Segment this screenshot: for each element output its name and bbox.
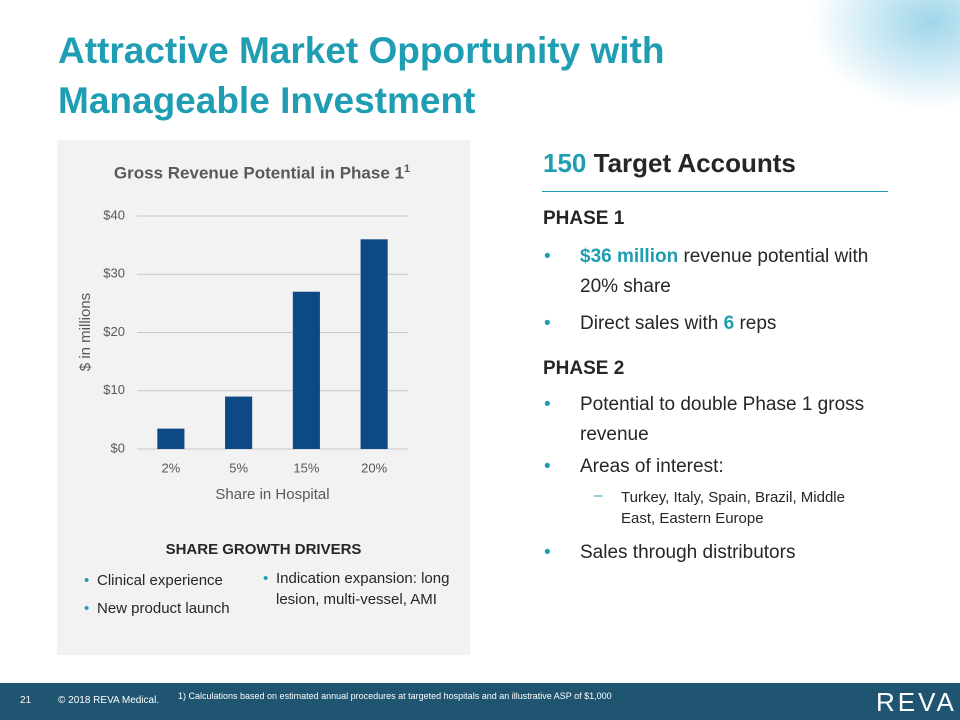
highlight: 6 (723, 313, 735, 334)
bullet-text: reps (734, 313, 777, 334)
bullet-text: revenue potential with 20% share (580, 246, 874, 297)
bullet: Direct sales with 6 reps (544, 309, 880, 339)
logo: REVA (876, 687, 957, 717)
y-axis-label: $ in millions (77, 293, 94, 371)
highlight: $36 million (580, 246, 679, 267)
phase-heading: PHASE 1 (543, 208, 625, 229)
x-tick-label: 5% (229, 460, 248, 475)
bullet: Potential to double Phase 1 gross revenu… (544, 390, 880, 450)
sub-bullet: Turkey, Italy, Spain, Brazil, Middle Eas… (621, 489, 845, 527)
bar (225, 396, 253, 449)
y-tick-label: $20 (103, 324, 125, 339)
x-axis-label: Share in Hospital (215, 486, 329, 503)
decoration (810, 0, 960, 110)
footnote: 1) Calculations based on estimated annua… (178, 691, 612, 701)
accounts-heading: 150 Target Accounts (543, 148, 796, 179)
footer: 21 © 2018 REVA Medical. 1) Calculations … (0, 683, 960, 720)
driver: Indication expansion: long lesion, multi… (263, 568, 466, 610)
chart-title-text: Gross Revenue Potential in Phase 1 (113, 163, 404, 183)
driver: Clinical experience (84, 570, 257, 591)
footnote-ref: 1 (403, 163, 411, 175)
driver: New product launch (84, 598, 257, 619)
x-tick-label: 20% (361, 460, 387, 475)
page-number: 21 (20, 695, 32, 706)
chart-title: Gross Revenue Potential in Phase 11 (112, 157, 412, 186)
y-tick-label: $30 (103, 266, 125, 281)
copyright: © 2018 REVA Medical. (58, 695, 160, 706)
x-tick-label: 2% (161, 460, 180, 475)
bullet: Areas of interest: (544, 452, 880, 482)
highlight: 150 (543, 148, 587, 178)
slide-title: Attractive Market Opportunity with Manag… (58, 30, 665, 121)
bar (157, 428, 185, 449)
bullet-text: Direct sales with (580, 313, 724, 334)
phase-heading: PHASE 2 (543, 358, 625, 379)
y-tick-label: $10 (103, 382, 125, 397)
bar (292, 291, 320, 449)
y-tick-label: $40 (103, 207, 125, 222)
x-tick-label: 15% (293, 460, 319, 475)
bullet: $36 million revenue potential with 20% s… (544, 242, 880, 302)
heading-text: Target Accounts (586, 148, 796, 178)
y-tick-label: $0 (111, 440, 125, 455)
divider (542, 191, 888, 192)
dash: – (594, 487, 603, 504)
drivers-heading: SHARE GROWTH DRIVERS (165, 541, 362, 558)
bullet: Sales through distributors (544, 538, 880, 568)
bar (360, 239, 388, 449)
